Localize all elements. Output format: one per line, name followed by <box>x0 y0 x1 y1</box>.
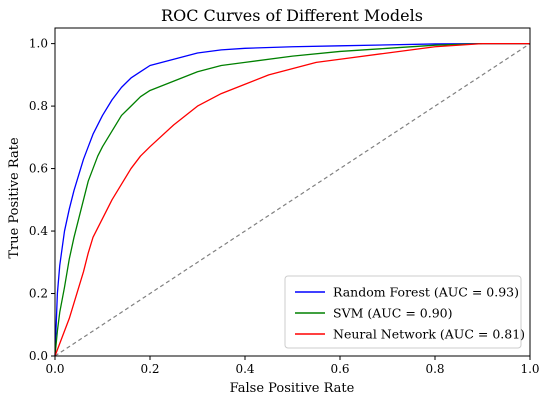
reference-diagonal-line <box>54 43 531 357</box>
tick-labels: 0.0 0.2 0.4 0.6 0.8 1.0 0.0 0.2 0.4 0.6 0.8 1.0 <box>29 37 540 376</box>
x-tick-label: 0.0 <box>45 362 64 376</box>
x-axis-label: False Positive Rate <box>230 381 355 396</box>
y-tick-label: 1.0 <box>29 37 48 51</box>
y-tick-label: 0.2 <box>29 287 48 301</box>
x-tick-label: 0.8 <box>425 362 444 376</box>
legend-box <box>284 275 522 349</box>
x-tick-label: 1.0 <box>520 362 539 376</box>
x-tick-label: 0.4 <box>235 362 254 376</box>
legend-label-2: Neural Network (AUC = 0.81) <box>333 327 525 342</box>
x-tick-label: 0.2 <box>140 362 159 376</box>
chart-title: ROC Curves of Different Models <box>161 6 423 25</box>
legend-label-1: SVM (AUC = 0.90) <box>333 306 453 321</box>
legend-label-0: Random Forest (AUC = 0.93) <box>333 285 519 300</box>
y-tick-label: 0.8 <box>29 99 48 113</box>
series-line-2 <box>54 42 530 357</box>
legend: Random Forest (AUC = 0.93) SVM (AUC = 0.9… <box>284 275 525 349</box>
y-axis-label: True Positive Rate <box>7 137 22 259</box>
x-tick-label: 0.6 <box>330 362 349 376</box>
series-line-0 <box>54 42 530 357</box>
series-line-1 <box>54 42 530 357</box>
axes-frame <box>54 27 531 357</box>
y-tick-label: 0.0 <box>29 349 48 363</box>
plot-area <box>54 27 531 357</box>
y-tick-label: 0.4 <box>29 224 48 238</box>
y-tick-label: 0.6 <box>29 162 48 176</box>
